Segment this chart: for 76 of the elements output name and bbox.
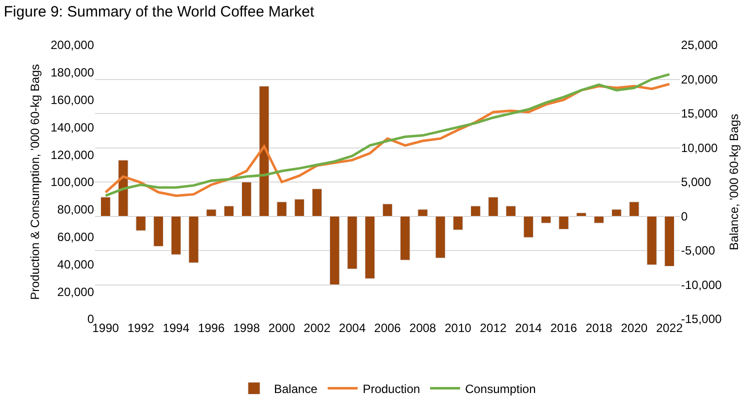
y2-tick-label: -5,000	[681, 244, 716, 258]
y-tick-label: 180,000	[50, 66, 94, 80]
x-tick-label: 1990	[92, 321, 120, 335]
y-tick-label: 60,000	[57, 230, 94, 244]
bar	[224, 206, 234, 216]
bar	[382, 204, 393, 216]
y-axis-title: Production & Consumption, '000 60-kg Bags	[28, 64, 42, 300]
chart-title: Figure 9: Summary of the World Coffee Market	[4, 4, 316, 21]
y2-tick-label: 15,000	[681, 106, 718, 121]
bar	[576, 212, 586, 216]
x-tick-label: 2010	[444, 321, 472, 335]
y-tick-label: 160,000	[50, 93, 94, 107]
x-tick-label: 2022	[656, 321, 684, 335]
bar	[611, 209, 622, 216]
legend-label: Balance	[274, 382, 318, 396]
bar	[506, 206, 516, 216]
y-tick-label: 40,000	[57, 257, 94, 272]
x-tick-label: 2002	[304, 321, 331, 335]
bar	[118, 160, 128, 216]
bar	[418, 209, 428, 216]
y2-tick-label: 25,000	[681, 38, 718, 52]
bar	[330, 216, 340, 285]
bar	[470, 206, 481, 216]
x-tick-label: 2012	[480, 321, 507, 335]
bar	[347, 216, 358, 270]
y2-axis-title: Balance, '000 60-kg Bags	[726, 114, 741, 250]
y-tick-label: 80,000	[57, 202, 94, 217]
x-tick-label: 2018	[586, 321, 613, 335]
bar	[664, 216, 675, 267]
bar	[540, 216, 552, 224]
x-tick-label: 2006	[374, 321, 402, 335]
x-tick-label: 2000	[268, 321, 296, 335]
bar	[594, 216, 604, 224]
bar	[153, 216, 164, 247]
y-tick-label: 140,000	[50, 120, 94, 134]
x-tick-label: 2020	[620, 321, 648, 335]
y2-tick-label: -15,000	[681, 312, 722, 326]
y2-tick-label: -10,000	[681, 278, 722, 292]
bar	[435, 216, 446, 258]
y2-tick-label: 10,000	[681, 140, 718, 155]
y-tick-label: 200,000	[50, 38, 94, 52]
y-tick-label: 0	[87, 312, 94, 326]
y-tick-label: 20,000	[57, 284, 94, 299]
bar	[188, 216, 199, 264]
bar	[488, 196, 498, 216]
bar	[558, 216, 569, 230]
x-tick-label: 2004	[338, 321, 366, 335]
bar	[100, 196, 111, 216]
legend-label: Production	[362, 382, 420, 396]
bar	[629, 202, 640, 216]
bar	[136, 216, 146, 231]
y2-tick-label: 5,000	[681, 175, 712, 190]
x-tick-label: 1998	[233, 321, 260, 335]
y2-tick-label: 0	[681, 209, 688, 224]
bar	[364, 216, 375, 279]
bar	[452, 216, 464, 230]
bar	[170, 216, 182, 255]
x-tick-label: 2014	[515, 321, 542, 335]
y2-tick-label: 20,000	[681, 72, 718, 86]
bar	[646, 216, 657, 266]
x-tick-label: 1992	[127, 321, 154, 335]
x-tick-label: 2016	[550, 321, 578, 335]
y-tick-label: 120,000	[50, 148, 94, 162]
bar	[259, 86, 270, 216]
x-tick-label: 2008	[409, 321, 436, 335]
x-tick-label: 1994	[162, 321, 190, 335]
bar	[206, 209, 216, 216]
bar	[523, 216, 534, 238]
bar	[312, 188, 322, 216]
bar	[241, 182, 252, 216]
y-tick-label: 100,000	[50, 175, 94, 190]
legend-label: Consumption	[465, 382, 536, 396]
bar	[276, 202, 287, 216]
bar	[400, 216, 410, 260]
bar	[294, 198, 304, 216]
x-tick-label: 1996	[198, 321, 225, 335]
